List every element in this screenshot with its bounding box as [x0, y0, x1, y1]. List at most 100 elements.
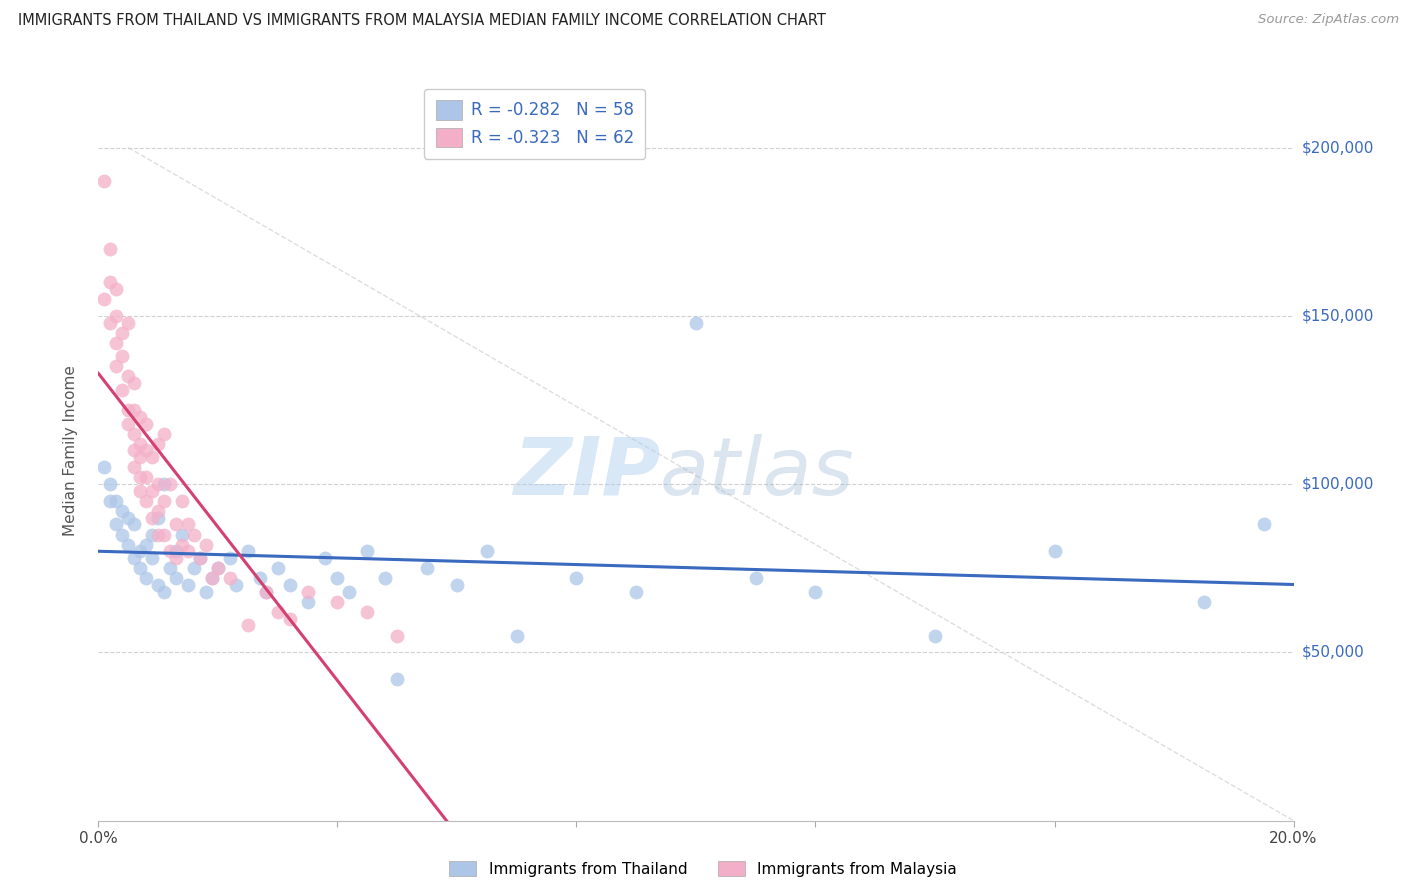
- Point: [153, 426, 176, 441]
- Point: [129, 450, 152, 465]
- Point: [201, 571, 224, 585]
- Point: [188, 551, 211, 566]
- Point: [745, 571, 768, 585]
- Point: [339, 584, 361, 599]
- Point: [416, 561, 439, 575]
- Point: [141, 510, 163, 524]
- Point: [172, 538, 194, 552]
- Point: [124, 426, 146, 441]
- Point: [129, 544, 152, 558]
- Point: [135, 494, 157, 508]
- Point: [98, 275, 122, 289]
- Point: [685, 316, 707, 330]
- Point: [446, 578, 468, 592]
- Point: [207, 561, 229, 575]
- Point: [93, 460, 115, 475]
- Point: [148, 504, 170, 518]
- Point: [1192, 595, 1215, 609]
- Point: [249, 571, 271, 585]
- Point: [195, 538, 218, 552]
- Point: [117, 316, 139, 330]
- Point: [98, 316, 122, 330]
- Point: [267, 605, 290, 619]
- Point: [924, 628, 946, 642]
- Point: [165, 551, 187, 566]
- Point: [326, 595, 349, 609]
- Point: [236, 544, 259, 558]
- Point: [135, 538, 157, 552]
- Point: [374, 571, 396, 585]
- Point: [124, 376, 146, 391]
- Point: [278, 612, 301, 626]
- Point: [148, 578, 170, 592]
- Point: [105, 282, 128, 296]
- Point: [124, 403, 146, 417]
- Point: [565, 571, 588, 585]
- Point: [124, 443, 146, 458]
- Point: [129, 483, 152, 498]
- Text: atlas: atlas: [661, 434, 855, 512]
- Point: [153, 477, 176, 491]
- Point: [475, 544, 498, 558]
- Point: [148, 510, 170, 524]
- Point: [183, 527, 205, 541]
- Point: [129, 561, 152, 575]
- Text: IMMIGRANTS FROM THAILAND VS IMMIGRANTS FROM MALAYSIA MEDIAN FAMILY INCOME CORREL: IMMIGRANTS FROM THAILAND VS IMMIGRANTS F…: [18, 13, 827, 29]
- Point: [111, 527, 134, 541]
- Point: [177, 578, 200, 592]
- Point: [124, 460, 146, 475]
- Point: [135, 443, 157, 458]
- Point: [177, 544, 200, 558]
- Point: [105, 494, 128, 508]
- Point: [153, 527, 176, 541]
- Point: [267, 561, 290, 575]
- Point: [124, 517, 146, 532]
- Point: [98, 477, 122, 491]
- Point: [117, 538, 139, 552]
- Point: [165, 571, 187, 585]
- Point: [111, 383, 134, 397]
- Point: [297, 595, 319, 609]
- Point: [124, 551, 146, 566]
- Point: [195, 584, 218, 599]
- Point: [326, 571, 349, 585]
- Point: [219, 571, 242, 585]
- Point: [93, 174, 115, 188]
- Text: $50,000: $50,000: [1302, 645, 1365, 660]
- Point: [153, 494, 176, 508]
- Point: [172, 527, 194, 541]
- Point: [148, 527, 170, 541]
- Point: [159, 477, 181, 491]
- Point: [148, 436, 170, 450]
- Point: [254, 584, 277, 599]
- Legend: R = -0.282   N = 58, R = -0.323   N = 62: R = -0.282 N = 58, R = -0.323 N = 62: [423, 88, 645, 159]
- Point: [129, 470, 152, 484]
- Text: $150,000: $150,000: [1302, 309, 1374, 323]
- Point: [148, 477, 170, 491]
- Point: [105, 359, 128, 374]
- Point: [117, 417, 139, 431]
- Point: [207, 561, 229, 575]
- Point: [278, 578, 301, 592]
- Point: [141, 483, 163, 498]
- Text: $100,000: $100,000: [1302, 476, 1374, 491]
- Point: [153, 584, 176, 599]
- Legend: Immigrants from Thailand, Immigrants from Malaysia: Immigrants from Thailand, Immigrants fro…: [441, 853, 965, 884]
- Point: [236, 618, 259, 632]
- Point: [141, 450, 163, 465]
- Point: [159, 561, 181, 575]
- Point: [98, 494, 122, 508]
- Point: [93, 292, 115, 306]
- Point: [1253, 517, 1275, 532]
- Text: $200,000: $200,000: [1302, 140, 1374, 155]
- Point: [172, 494, 194, 508]
- Point: [315, 551, 337, 566]
- Point: [111, 504, 134, 518]
- Y-axis label: Median Family Income: Median Family Income: [63, 365, 77, 536]
- Point: [804, 584, 827, 599]
- Point: [385, 673, 409, 687]
- Point: [117, 403, 139, 417]
- Point: [356, 605, 378, 619]
- Point: [188, 551, 211, 566]
- Point: [356, 544, 378, 558]
